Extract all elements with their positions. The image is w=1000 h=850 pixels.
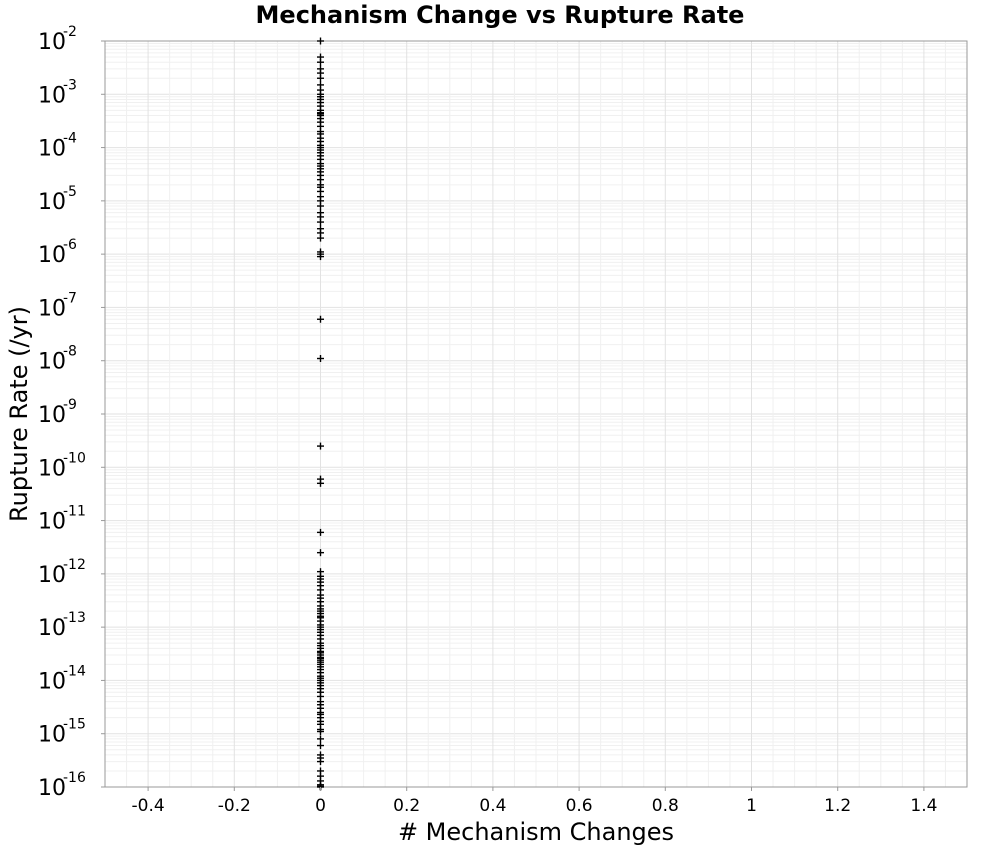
data-point (317, 442, 324, 450)
y-tick-label: 10-5 (38, 184, 77, 215)
x-tick-label: 0.6 (566, 796, 593, 816)
x-tick-label: 1.2 (824, 796, 851, 816)
y-tick-label: 10-7 (38, 290, 77, 321)
y-tick-label-exponent: -6 (63, 237, 77, 253)
data-point (317, 253, 324, 261)
data-point (317, 234, 324, 242)
y-tick-label: 10-12 (38, 557, 86, 588)
data-point (317, 74, 324, 82)
y-tick-label-exponent: -9 (63, 397, 77, 413)
y-tick-label-base: 10 (38, 403, 66, 428)
y-tick-label-base: 10 (38, 776, 66, 801)
y-tick-label-base: 10 (38, 83, 66, 108)
data-points (317, 37, 324, 791)
x-tick-label: -0.2 (218, 796, 251, 816)
y-tick-label-exponent: -16 (63, 770, 86, 786)
data-point (317, 110, 324, 118)
y-tick-label-exponent: -14 (63, 663, 86, 679)
y-tick-label-base: 10 (38, 510, 66, 535)
y-tick-label-exponent: -3 (63, 77, 77, 93)
y-tick-label-base: 10 (38, 456, 66, 481)
data-point (317, 549, 324, 557)
data-point (317, 355, 324, 363)
y-tick-label-base: 10 (38, 296, 66, 321)
y-tick-label-exponent: -2 (63, 24, 77, 40)
y-tick-label: 10-9 (38, 397, 77, 428)
y-tick-label-exponent: -7 (63, 290, 77, 306)
y-tick-label-exponent: -15 (63, 717, 86, 733)
data-point (317, 710, 324, 718)
x-axis-ticks: -0.4 -0.2 0 0.2 0.4 0.6 0.8 1 1.2 1.4 (132, 787, 937, 816)
x-tick-label: 1 (746, 796, 757, 816)
data-point (317, 649, 324, 657)
data-point (317, 612, 324, 620)
data-point (317, 58, 324, 66)
y-tick-label-base: 10 (38, 616, 66, 641)
data-point (317, 315, 324, 323)
data-point (317, 728, 324, 736)
y-tick-label-exponent: -10 (63, 450, 86, 466)
y-tick-label-exponent: -12 (63, 557, 86, 573)
x-tick-label: 0.2 (393, 796, 420, 816)
y-axis-ticks: 10-210-310-410-510-610-710-810-910-1010-… (38, 24, 105, 801)
y-tick-label-exponent: -11 (63, 504, 86, 520)
data-point (317, 479, 324, 487)
y-tick-label: 10-15 (38, 717, 86, 748)
y-tick-label: 10-6 (38, 237, 77, 268)
y-tick-label-base: 10 (38, 137, 66, 162)
y-tick-label-exponent: -4 (63, 131, 77, 147)
y-tick-label-base: 10 (38, 723, 66, 748)
grid (104, 40, 968, 788)
x-axis-title: # Mechanism Changes (398, 818, 674, 846)
y-tick-label: 10-3 (38, 77, 77, 108)
y-tick-label-base: 10 (38, 350, 66, 375)
y-tick-label: 10-8 (38, 344, 77, 375)
y-axis-title: Rupture Rate (/yr) (5, 306, 33, 522)
y-tick-label: 10-14 (38, 663, 86, 694)
x-tick-label: 0.8 (652, 796, 679, 816)
y-tick-label-exponent: -5 (63, 184, 77, 200)
y-tick-label: 10-11 (38, 504, 86, 535)
y-tick-label-exponent: -13 (63, 610, 86, 626)
y-tick-label-base: 10 (38, 190, 66, 215)
data-point (317, 528, 324, 536)
y-tick-label: 10-16 (38, 770, 86, 801)
x-tick-label: -0.4 (132, 796, 165, 816)
data-point (317, 218, 324, 226)
y-tick-label-base: 10 (38, 30, 66, 55)
data-point (317, 202, 324, 210)
y-tick-label: 10-10 (38, 450, 86, 481)
data-point (317, 717, 324, 725)
data-point (317, 742, 324, 750)
chart-title: Mechanism Change vs Rupture Rate (256, 1, 745, 29)
x-tick-label: 0.4 (479, 796, 506, 816)
data-point (317, 735, 324, 743)
data-point (317, 758, 324, 766)
x-tick-label: 0 (315, 796, 326, 816)
y-tick-label-base: 10 (38, 563, 66, 588)
y-tick-label-exponent: -8 (63, 344, 77, 360)
y-tick-label-base: 10 (38, 243, 66, 268)
y-tick-label: 10-2 (38, 24, 77, 55)
data-point (317, 37, 324, 45)
y-tick-label: 10-13 (38, 610, 86, 641)
x-tick-label: 1.4 (910, 796, 937, 816)
y-tick-label-base: 10 (38, 669, 66, 694)
y-tick-label: 10-4 (38, 131, 77, 162)
